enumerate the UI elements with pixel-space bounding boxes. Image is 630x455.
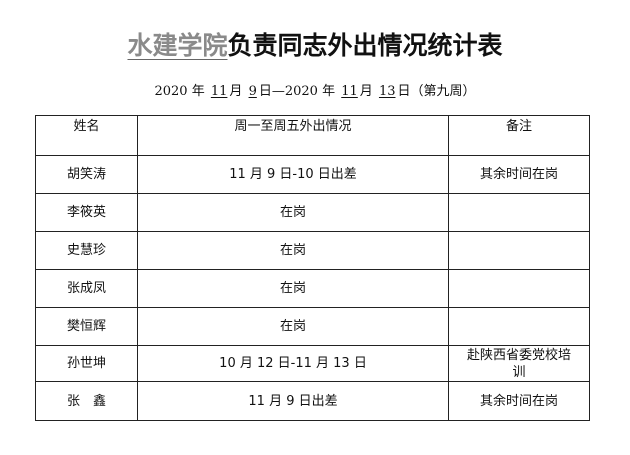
- month-char: 月: [229, 84, 243, 99]
- table-row: 张成凤 在岗: [35, 269, 590, 308]
- cell-status: 在岗: [137, 193, 449, 232]
- cell-status: 11 月 9 日-10 日出差: [137, 155, 449, 194]
- table-header: 姓名 周一至周五外出情况 备注: [35, 115, 590, 156]
- table-row: 李筱英 在岗: [35, 193, 590, 232]
- cell-status: 10 月 12 日-11 月 13 日: [137, 345, 449, 382]
- cell-status: 11 月 9 日出差: [137, 381, 449, 421]
- table-row: 孙世坤 10 月 12 日-11 月 13 日赴陕西省委党校培训: [35, 345, 590, 382]
- title-org: 水建学院: [127, 31, 228, 60]
- end-day: 13: [378, 84, 396, 99]
- absence-table: 姓名 周一至周五外出情况 备注 胡笑涛 11 月 9 日-10 日出差 其余时间在岗…: [35, 115, 590, 421]
- month-char: 月: [359, 84, 373, 99]
- page-title: 水建学院负责同志外出情况统计表: [0, 26, 630, 62]
- table-row: 史慧珍 在岗: [35, 231, 590, 270]
- dash: —: [271, 84, 285, 99]
- cell-name: 孙世坤: [35, 345, 138, 382]
- header-status: 周一至周五外出情况: [137, 115, 449, 156]
- cell-note: [448, 231, 590, 270]
- start-day: 9: [248, 84, 257, 99]
- year-char: 年: [322, 84, 336, 99]
- end-year: 2020: [284, 84, 318, 99]
- cell-note: 其余时间在岗: [448, 155, 590, 194]
- cell-name: 史慧珍: [35, 231, 138, 270]
- cell-note: [448, 193, 590, 232]
- cell-name: 胡笑涛: [35, 155, 138, 194]
- table-row: 胡笑涛 11 月 9 日-10 日出差 其余时间在岗: [35, 155, 590, 194]
- cell-note: [448, 269, 590, 308]
- cell-status: 在岗: [137, 269, 449, 308]
- title-rest: 负责同志外出情况统计表: [227, 31, 503, 60]
- header-name: 姓名: [35, 115, 138, 156]
- end-month: 11: [341, 84, 358, 99]
- start-year: 2020: [154, 84, 188, 99]
- cell-name: 樊恒辉: [35, 307, 138, 346]
- cell-note: 其余时间在岗: [448, 381, 590, 421]
- cell-note: 赴陕西省委党校培训: [448, 345, 590, 382]
- start-month: 11: [210, 84, 228, 99]
- cell-status: 在岗: [137, 231, 449, 270]
- header-note: 备注: [448, 115, 590, 156]
- cell-name: 张成凤: [35, 269, 138, 308]
- week-label: （第九周）: [410, 84, 476, 99]
- day-char: 日: [397, 84, 411, 99]
- year-char: 年: [191, 84, 205, 99]
- cell-note: [448, 307, 590, 346]
- table-row: 樊恒辉 在岗: [35, 307, 590, 346]
- day-char: 日: [258, 84, 272, 99]
- cell-status: 在岗: [137, 307, 449, 346]
- cell-name: 李筱英: [35, 193, 138, 232]
- date-range: 2020 年 11 月 9 日—2020 年 11 月 13 日（第九周）: [0, 80, 630, 99]
- table-row: 张 鑫 11 月 9 日出差 其余时间在岗: [35, 381, 590, 421]
- cell-name: 张 鑫: [35, 381, 138, 421]
